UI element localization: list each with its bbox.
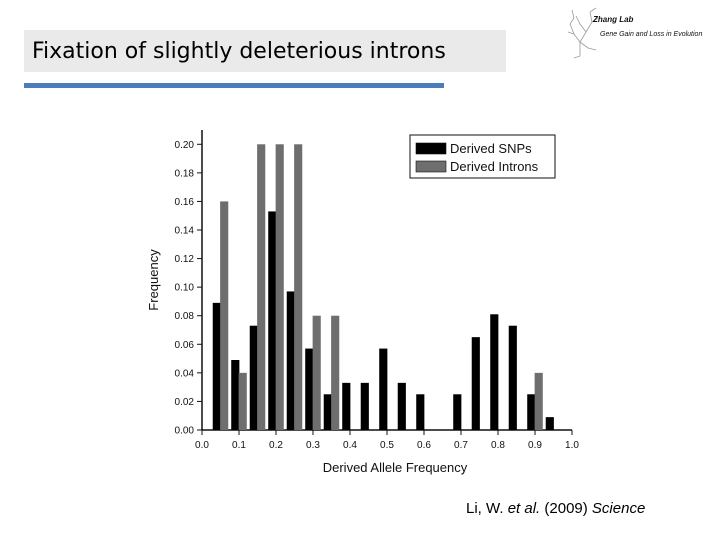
lab-subtitle: Gene Gain and Loss in Evolution [600, 31, 703, 38]
intron-bar [275, 144, 284, 431]
allele-frequency-histogram: 0.0 0.1 0.2 0.3 0.4 0.5 0.6 0.7 0.8 0.9 1.0 0.00 0.0… [146, 130, 579, 475]
snp-bar [249, 325, 258, 430]
snp-bar [416, 394, 425, 430]
snp-bar [360, 382, 369, 430]
intron-bar [331, 315, 340, 430]
intron-bar [534, 372, 543, 430]
snp-bar [471, 337, 480, 430]
citation-etal: et al. [507, 500, 541, 517]
snp-bar [490, 314, 499, 430]
snp-bar [527, 394, 536, 430]
legend-label-introns: Derived Introns [450, 159, 539, 174]
lab-logo-tree-icon [567, 7, 599, 59]
slide-title: Fixation of slightly deleterious introns [32, 38, 446, 64]
legend-swatch-snps [415, 142, 447, 155]
title-underline [24, 83, 444, 88]
y-tick-label: 0.00 [175, 426, 195, 437]
snp-bar [286, 291, 295, 430]
snp-bar [268, 211, 277, 430]
snp-bar [231, 360, 240, 430]
y-tick-label: 0.16 [175, 197, 195, 208]
x-tick-label: 0.2 [269, 440, 283, 451]
x-tick-label: 1.0 [565, 440, 579, 451]
y-tick-label: 0.02 [175, 397, 195, 408]
x-tick-label: 0.7 [454, 440, 468, 451]
y-tick-label: 0.18 [175, 168, 195, 179]
x-tick-label: 0.9 [528, 440, 542, 451]
x-tick-label: 0.6 [417, 440, 431, 451]
intron-bar [294, 144, 303, 431]
chart-bars [212, 144, 554, 431]
snp-bar [379, 348, 388, 430]
legend-label-snps: Derived SNPs [450, 141, 532, 156]
snp-bar [545, 417, 554, 430]
y-tick-label: 0.14 [175, 226, 195, 237]
intron-bar [312, 315, 321, 430]
x-tick-label: 0.3 [306, 440, 320, 451]
chart-axes: 0.0 0.1 0.2 0.3 0.4 0.5 0.6 0.7 0.8 0.9 1.0 0.00 0.0… [175, 130, 579, 451]
y-tick-label: 0.04 [175, 368, 195, 379]
y-tick-label: 0.08 [175, 311, 195, 322]
y-tick-label: 0.20 [175, 140, 195, 151]
lab-name: Zhang Lab [593, 15, 634, 24]
citation-year: (2009) [540, 500, 592, 517]
intron-bar [257, 144, 266, 431]
y-tick-label: 0.06 [175, 340, 195, 351]
intron-bar [220, 201, 229, 430]
snp-bar [342, 382, 351, 430]
x-axis-title: Derived Allele Frequency [323, 460, 468, 475]
snp-bar [508, 325, 517, 430]
y-tick-label: 0.10 [175, 283, 195, 294]
x-tick-label: 0.1 [232, 440, 246, 451]
citation-journal: Science [591, 500, 646, 517]
legend-swatch-introns [415, 160, 447, 173]
snp-bar [212, 302, 221, 430]
intron-bar [238, 372, 247, 430]
x-tick-label: 0.8 [491, 440, 505, 451]
y-tick-label: 0.12 [175, 254, 195, 265]
citation-authors: Li, W. [466, 500, 508, 517]
chart-legend: Derived SNPs Derived Introns [409, 134, 556, 179]
snp-bar [397, 382, 406, 430]
citation: Li, W. et al. (2009) Science [466, 500, 645, 517]
snp-bar [305, 348, 314, 430]
x-tick-label: 0.4 [343, 440, 357, 451]
x-tick-label: 0.0 [195, 440, 209, 451]
x-tick-label: 0.5 [380, 440, 394, 451]
slide-title-box: Fixation of slightly deleterious introns [24, 30, 506, 72]
y-axis-title: Frequency [146, 249, 161, 311]
snp-bar [323, 394, 332, 430]
snp-bar [453, 394, 462, 430]
